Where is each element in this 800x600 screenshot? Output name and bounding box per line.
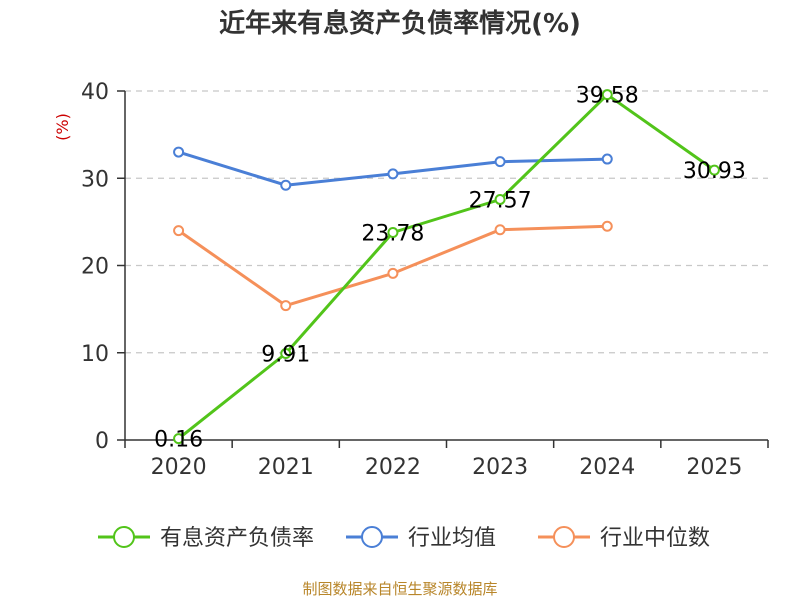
legend-swatch-marker [113, 526, 135, 548]
y-tick-label: 30 [81, 167, 109, 192]
legend-entry: 行业均值 [408, 526, 496, 551]
legend-entry: 有息资产负债率 [160, 526, 314, 551]
data-point [601, 89, 613, 101]
data-point [494, 224, 506, 236]
x-tick-label: 2020 [151, 455, 207, 480]
data-label: 39.58 [576, 84, 639, 109]
data-point [387, 168, 399, 180]
legend: 有息资产负债率 行业均值 行业中位数 [98, 526, 710, 551]
data-point [280, 179, 292, 191]
y-tick-label: 10 [81, 342, 109, 367]
data-point [494, 193, 506, 205]
legend-entry: 行业中位数 [600, 526, 710, 551]
data-label: 9.91 [261, 343, 310, 368]
chart-title: 近年来有息资产负债率情况(%) [219, 8, 581, 39]
grid-lines [125, 90, 768, 354]
y-tick-label: 40 [81, 80, 109, 105]
data-label: 27.57 [469, 188, 532, 213]
data-point [280, 300, 292, 312]
x-tick-label: 2022 [365, 455, 421, 480]
x-tick-label: 2021 [258, 455, 314, 480]
data-point [173, 146, 185, 158]
axes: 0 10 20 30 40 2020 2021 2022 2023 2024 2025 [81, 80, 769, 480]
data-label: 0.16 [154, 428, 203, 453]
data-point [387, 267, 399, 279]
data-label: 23.78 [361, 222, 424, 247]
legend-swatch-marker [553, 526, 575, 548]
x-tick-label: 2023 [472, 455, 528, 480]
data-point [708, 164, 720, 176]
y-tick-label: 20 [81, 255, 109, 280]
x-tick-label: 2025 [686, 455, 742, 480]
data-point [280, 348, 292, 360]
data-labels: 0.16 9.91 23.78 27.57 39.58 30.93 [154, 84, 746, 453]
data-point [173, 433, 185, 445]
data-label: 30.93 [683, 159, 746, 184]
source-note: 制图数据来自恒生聚源数据库 [302, 580, 497, 598]
data-point [387, 227, 399, 239]
y-tick-label: 0 [95, 429, 109, 454]
legend-swatch-marker [361, 526, 383, 548]
data-point [601, 153, 613, 165]
data-point [601, 220, 613, 232]
series-lines [173, 89, 720, 445]
data-point [494, 156, 506, 168]
x-tick-label: 2024 [579, 455, 635, 480]
series-line [177, 93, 716, 440]
data-point [173, 225, 185, 237]
y-axis-label: (%) [53, 113, 72, 141]
